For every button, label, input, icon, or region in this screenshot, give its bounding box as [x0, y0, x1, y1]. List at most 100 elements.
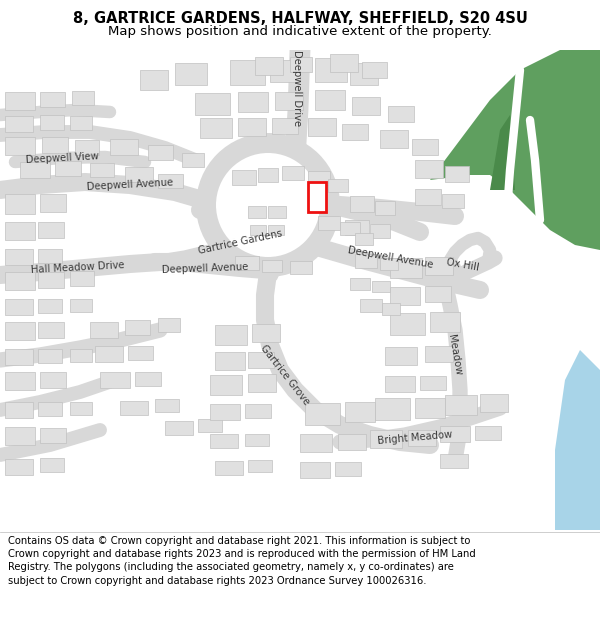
Bar — [390, 287, 420, 305]
Bar — [390, 258, 422, 278]
Bar — [148, 145, 173, 160]
Bar — [5, 322, 35, 340]
Bar — [195, 93, 230, 115]
Bar — [210, 404, 240, 420]
Bar — [198, 419, 222, 432]
Bar — [100, 372, 130, 388]
Bar — [340, 222, 360, 235]
Bar — [268, 225, 284, 235]
Bar — [245, 404, 271, 418]
Bar — [42, 137, 68, 153]
Bar — [182, 153, 204, 167]
Bar — [248, 352, 274, 368]
Bar — [250, 225, 266, 235]
Bar — [20, 162, 50, 178]
Bar — [380, 258, 398, 270]
Bar — [345, 220, 369, 235]
Bar — [258, 168, 278, 182]
Bar — [38, 222, 64, 238]
Bar — [70, 299, 92, 312]
Polygon shape — [555, 350, 600, 530]
Bar — [5, 272, 35, 290]
Text: Gartrice Grove: Gartrice Grove — [259, 343, 311, 407]
Bar — [135, 372, 161, 386]
Bar — [5, 222, 35, 240]
Bar — [385, 376, 415, 392]
Bar — [125, 320, 150, 335]
Bar — [38, 249, 62, 263]
Bar — [350, 196, 374, 212]
Bar — [72, 91, 94, 105]
Bar — [445, 166, 469, 182]
Bar — [375, 201, 395, 215]
Bar — [5, 137, 35, 155]
Bar — [38, 322, 64, 338]
Bar — [248, 206, 266, 218]
Bar — [210, 434, 238, 448]
Bar — [425, 257, 453, 275]
Bar — [328, 179, 348, 192]
Bar — [290, 57, 312, 72]
Bar — [305, 403, 340, 425]
Bar — [38, 272, 64, 288]
Bar — [382, 303, 400, 315]
Bar — [342, 124, 368, 140]
Bar — [5, 459, 33, 475]
Bar — [5, 194, 35, 214]
Bar — [155, 399, 179, 412]
Bar — [230, 60, 265, 85]
Bar — [40, 458, 64, 472]
Bar — [40, 92, 65, 107]
Bar — [90, 163, 114, 177]
Bar — [5, 372, 35, 390]
Bar — [415, 398, 445, 418]
Bar — [215, 325, 247, 345]
Bar — [345, 402, 375, 422]
Bar — [38, 299, 62, 313]
Bar — [5, 349, 33, 365]
Bar — [308, 182, 326, 212]
Bar — [165, 421, 193, 435]
Bar — [238, 92, 268, 112]
Bar — [248, 460, 272, 472]
Bar — [128, 346, 153, 360]
Bar — [282, 166, 304, 180]
Text: 8, GARTRICE GARDENS, HALFWAY, SHEFFIELD, S20 4SU: 8, GARTRICE GARDENS, HALFWAY, SHEFFIELD,… — [73, 11, 527, 26]
Bar — [362, 62, 387, 78]
Bar — [40, 372, 66, 388]
Bar — [5, 402, 33, 418]
Bar — [40, 194, 66, 212]
Bar — [315, 58, 347, 82]
Bar — [388, 106, 414, 122]
Bar — [248, 374, 276, 392]
Bar — [215, 352, 245, 370]
Text: Contains OS data © Crown copyright and database right 2021. This information is : Contains OS data © Crown copyright and d… — [8, 536, 476, 586]
Bar — [350, 278, 370, 290]
Bar — [390, 313, 425, 335]
Bar — [70, 116, 92, 130]
Bar — [110, 139, 138, 155]
Bar — [318, 216, 340, 230]
Bar — [95, 346, 123, 362]
Bar — [210, 375, 242, 395]
Bar — [480, 394, 508, 412]
Polygon shape — [490, 115, 515, 190]
Bar — [5, 92, 35, 110]
Circle shape — [196, 133, 340, 277]
Bar — [70, 271, 94, 286]
Bar — [5, 116, 33, 132]
Bar — [335, 462, 361, 476]
Text: Deepwell View: Deepwell View — [25, 151, 99, 165]
Bar — [5, 427, 35, 445]
Bar — [275, 92, 303, 110]
Bar — [272, 118, 298, 134]
Bar — [238, 118, 266, 136]
Bar — [430, 312, 460, 332]
Bar — [75, 140, 99, 155]
Bar — [445, 395, 477, 415]
Text: Deepwell Drive: Deepwell Drive — [292, 50, 302, 126]
Bar — [90, 322, 118, 338]
Bar — [38, 402, 62, 416]
Bar — [125, 167, 153, 182]
Bar — [270, 60, 300, 82]
